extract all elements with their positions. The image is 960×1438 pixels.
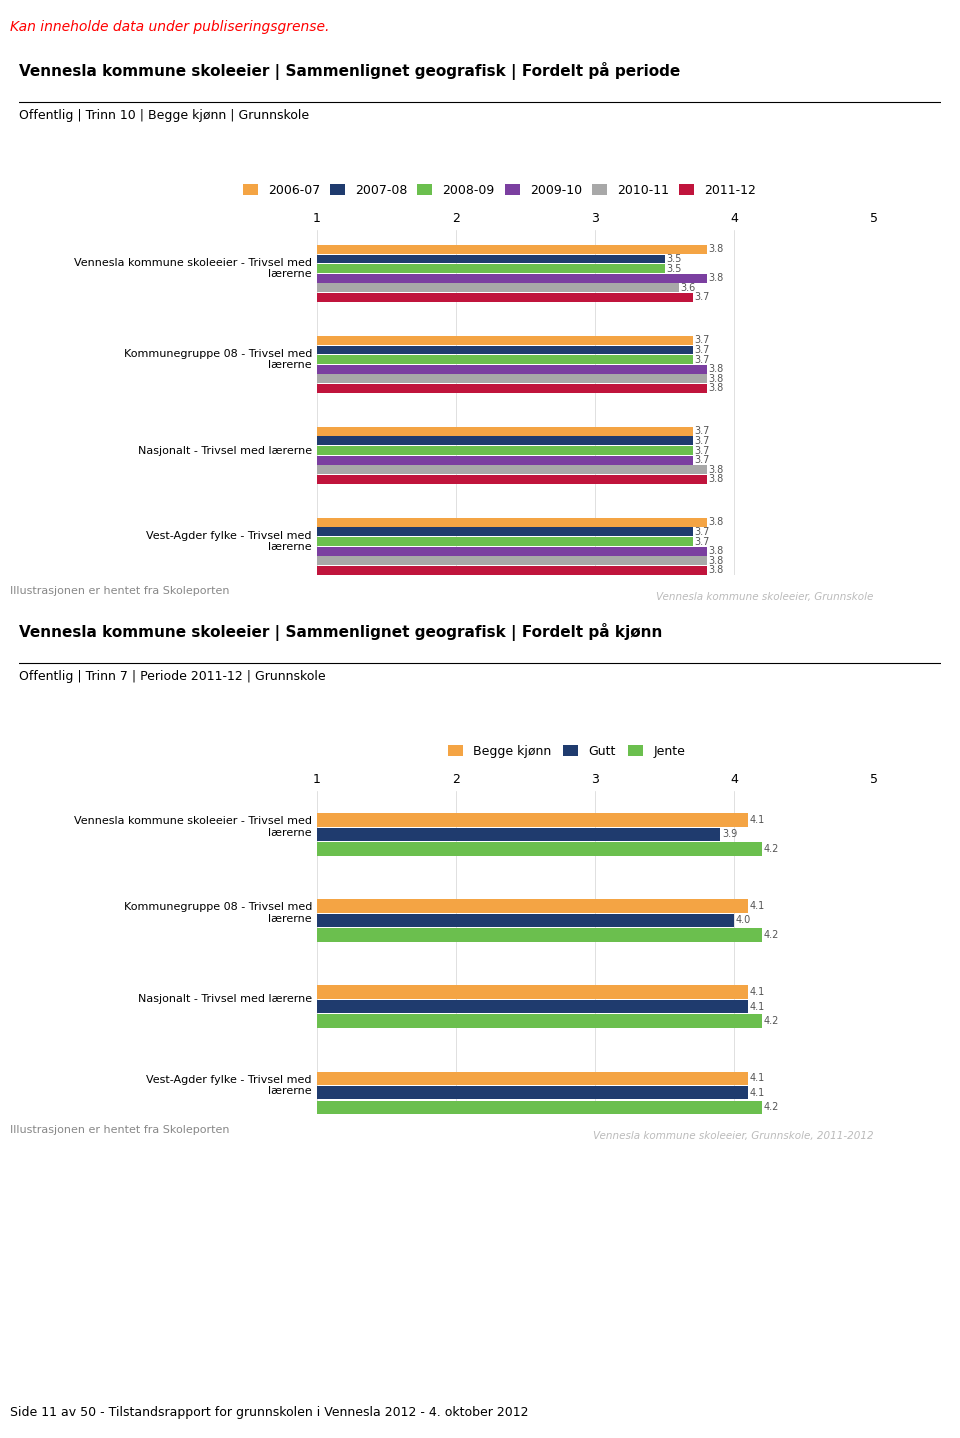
Bar [317,814,749,827]
Text: 4.1: 4.1 [750,1002,765,1011]
Bar [317,427,693,436]
Bar [317,345,693,354]
Bar [317,843,762,856]
Bar [317,828,720,841]
Text: Offentlig | Trinn 10 | Begge kjønn | Grunnskole: Offentlig | Trinn 10 | Begge kjønn | Gru… [19,109,309,122]
Text: 3.7: 3.7 [694,335,709,345]
Text: 3.8: 3.8 [708,384,723,394]
Bar [317,466,707,475]
Bar [317,528,693,536]
Bar [317,475,707,483]
Bar [317,255,664,263]
Text: 3.7: 3.7 [694,292,709,302]
Text: Vennesla kommune skoleeier, Grunnskole: Vennesla kommune skoleeier, Grunnskole [657,592,874,603]
Text: Vennesla kommune skoleeier, Grunnskole, 2011-2012: Vennesla kommune skoleeier, Grunnskole, … [593,1130,874,1140]
Text: 3.7: 3.7 [694,456,709,464]
Bar [317,536,693,546]
Text: 4.1: 4.1 [750,986,765,997]
Text: Vennesla kommune skoleeier | Sammenlignet geografisk | Fordelt på kjønn: Vennesla kommune skoleeier | Sammenligne… [19,623,662,641]
Text: 3.7: 3.7 [694,355,709,365]
Text: 3.8: 3.8 [708,464,723,475]
Text: 4.0: 4.0 [735,916,751,926]
Text: 3.6: 3.6 [680,283,695,293]
Bar [317,374,707,384]
Bar [317,283,679,292]
Bar [317,1071,749,1084]
Bar [317,899,749,913]
Text: 3.8: 3.8 [708,555,723,565]
Text: Side 11 av 50 - Tilstandsrapport for grunnskolen i Vennesla 2012 - 4. oktober 20: Side 11 av 50 - Tilstandsrapport for gru… [10,1406,528,1419]
Text: 3.7: 3.7 [694,446,709,456]
Text: 3.7: 3.7 [694,345,709,355]
Bar [317,446,693,454]
Text: 3.5: 3.5 [666,263,682,273]
Bar [317,273,707,283]
Bar [317,929,762,942]
Text: Offentlig | Trinn 7 | Periode 2011-12 | Grunnskole: Offentlig | Trinn 7 | Periode 2011-12 | … [19,670,325,683]
Text: Illustrasjonen er hentet fra Skoleporten: Illustrasjonen er hentet fra Skoleporten [10,587,229,595]
Text: 3.7: 3.7 [694,426,709,436]
Text: 4.1: 4.1 [750,815,765,825]
Text: 3.7: 3.7 [694,526,709,536]
Text: 4.1: 4.1 [750,1073,765,1083]
Text: 4.1: 4.1 [750,1087,765,1097]
Text: 3.8: 3.8 [708,273,723,283]
Text: 4.2: 4.2 [763,1017,779,1027]
Text: 3.8: 3.8 [708,244,723,255]
Text: 3.5: 3.5 [666,255,682,265]
Text: 3.8: 3.8 [708,364,723,374]
Bar [317,293,693,302]
Text: 3.8: 3.8 [708,475,723,485]
Bar [317,999,749,1014]
Bar [317,567,707,575]
Bar [317,336,693,345]
Bar [317,546,707,555]
Legend: Begge kjønn, Gutt, Jente: Begge kjønn, Gutt, Jente [443,741,690,762]
Text: 3.8: 3.8 [708,565,723,575]
Bar [317,518,707,526]
Bar [317,437,693,446]
Text: Illustrasjonen er hentet fra Skoleporten: Illustrasjonen er hentet fra Skoleporten [10,1126,229,1135]
Bar [317,244,707,253]
Text: 3.7: 3.7 [694,436,709,446]
Text: 3.8: 3.8 [708,518,723,528]
Bar [317,557,707,565]
Text: 3.8: 3.8 [708,546,723,557]
Text: 3.8: 3.8 [708,374,723,384]
Bar [317,355,693,364]
Text: 4.2: 4.2 [763,1102,779,1112]
Bar [317,1086,749,1100]
Bar [317,384,707,393]
Bar [317,365,707,374]
Text: Kan inneholde data under publiseringsgrense.: Kan inneholde data under publiseringsgre… [10,20,329,35]
Text: 4.2: 4.2 [763,844,779,854]
Bar [317,913,734,928]
Bar [317,265,664,273]
Text: 4.1: 4.1 [750,902,765,912]
Text: 4.2: 4.2 [763,930,779,940]
Bar [317,985,749,999]
Legend: 2006-07, 2007-08, 2008-09, 2009-10, 2010-11, 2011-12: 2006-07, 2007-08, 2008-09, 2009-10, 2010… [238,180,760,201]
Text: 3.7: 3.7 [694,536,709,546]
Text: Vennesla kommune skoleeier | Sammenlignet geografisk | Fordelt på periode: Vennesla kommune skoleeier | Sammenligne… [19,62,681,81]
Bar [317,456,693,464]
Bar [317,1014,762,1028]
Text: 3.9: 3.9 [722,830,737,840]
Bar [317,1100,762,1114]
